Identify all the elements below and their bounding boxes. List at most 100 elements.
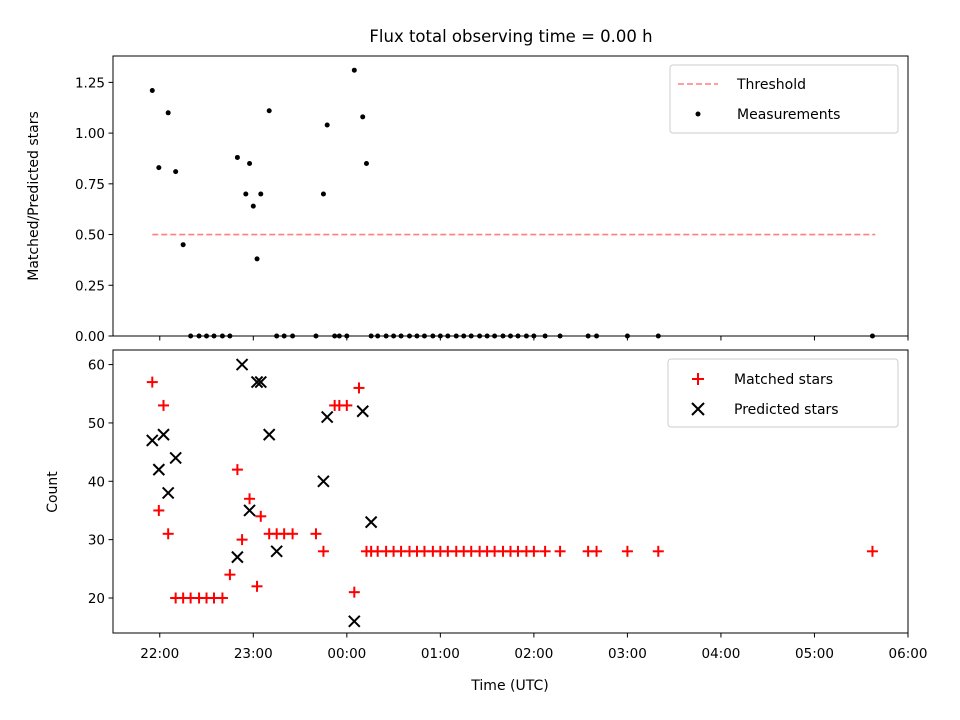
measurement-point-37 bbox=[421, 333, 427, 339]
measurement-point-50 bbox=[523, 333, 529, 339]
measurement-point-57 bbox=[655, 333, 661, 339]
count-x-tick-label-6: 04:00 bbox=[701, 646, 740, 662]
matched-point-12 bbox=[231, 464, 243, 476]
ratio-y-tick-label-4: 1.00 bbox=[75, 126, 105, 142]
count-y-tick-label-3: 50 bbox=[88, 416, 105, 432]
ratio-y-tick-label-3: 0.75 bbox=[75, 177, 105, 193]
measurement-point-16 bbox=[258, 191, 264, 197]
measurement-point-44 bbox=[477, 333, 483, 339]
measurement-point-46 bbox=[492, 333, 498, 339]
count-legend: Matched stars Predicted stars bbox=[667, 358, 899, 428]
count-x-ticks: 22:00 23:00 00:00 01:00 02:00 03:00 04:00 05:00… bbox=[140, 633, 927, 662]
measurement-point-28 bbox=[360, 114, 366, 120]
matched-point-55 bbox=[621, 545, 633, 557]
count-y-ticks: 20 30 40 50 60 bbox=[88, 358, 113, 607]
matched-point-15 bbox=[251, 580, 263, 592]
measurement-point-23 bbox=[324, 122, 330, 128]
count-x-tick-label-2: 00:00 bbox=[327, 646, 366, 662]
matched-point-25 bbox=[341, 399, 353, 411]
ratio-panel: Flux total observing time = 0.00 h 0.00 0… bbox=[26, 27, 909, 345]
chart-title: Flux total observing time = 0.00 h bbox=[369, 27, 652, 46]
measurement-point-4 bbox=[180, 242, 186, 248]
count-axes-frame bbox=[112, 349, 909, 634]
legend-measurements-marker bbox=[695, 111, 701, 117]
matched-point-57 bbox=[866, 545, 878, 557]
count-x-tick-label-7: 05:00 bbox=[795, 646, 834, 662]
measurement-point-54 bbox=[585, 333, 591, 339]
measurement-point-24 bbox=[332, 333, 338, 339]
ratio-y-tick-label-0: 0.00 bbox=[75, 329, 105, 345]
matched-point-16 bbox=[255, 510, 267, 522]
matched-point-56 bbox=[652, 545, 664, 557]
measurement-point-17 bbox=[266, 108, 272, 114]
measurement-point-12 bbox=[243, 191, 249, 197]
measurement-point-6 bbox=[196, 333, 202, 339]
measurement-point-55 bbox=[594, 333, 600, 339]
ratio-legend: Threshold Measurements bbox=[669, 64, 899, 134]
predicted-point-8 bbox=[250, 375, 264, 389]
matched-point-14 bbox=[244, 493, 256, 505]
count-x-tick-label-8: 06:00 bbox=[889, 646, 928, 662]
ratio-y-tick-label-1: 0.25 bbox=[75, 278, 105, 294]
matched-point-1 bbox=[153, 504, 165, 516]
measurement-point-18 bbox=[274, 333, 280, 339]
count-y-tick-label-4: 60 bbox=[88, 358, 105, 374]
count-legend-box bbox=[667, 358, 899, 428]
predicted-point-13 bbox=[320, 410, 334, 424]
ratio-y-axis-label: Matched/Predicted stars bbox=[26, 111, 42, 281]
predicted-point-11 bbox=[270, 545, 283, 558]
count-y-tick-label-0: 20 bbox=[88, 591, 105, 607]
predicted-point-12 bbox=[317, 475, 330, 488]
legend-matched-label: Matched stars bbox=[734, 372, 833, 388]
measurement-point-33 bbox=[391, 333, 397, 339]
legend-matched-marker bbox=[692, 373, 704, 385]
measurement-point-51 bbox=[531, 333, 537, 339]
measurement-point-47 bbox=[500, 333, 506, 339]
matched-point-3 bbox=[162, 528, 174, 540]
predicted-point-5 bbox=[231, 550, 244, 564]
count-panel: 22:00 23:00 00:00 01:00 02:00 03:00 04:00 05:00… bbox=[45, 349, 927, 694]
legend-measurements-label: Measurements bbox=[737, 107, 840, 123]
count-y-tick-label-2: 40 bbox=[88, 474, 105, 490]
measurement-point-35 bbox=[406, 333, 412, 339]
measurement-point-0 bbox=[149, 87, 155, 93]
matched-point-52 bbox=[554, 545, 566, 557]
predicted-point-1 bbox=[152, 463, 166, 476]
count-x-tick-label-4: 02:00 bbox=[514, 646, 553, 662]
matched-point-50 bbox=[528, 545, 540, 557]
ratio-legend-box bbox=[669, 64, 899, 134]
matched-point-22 bbox=[317, 545, 329, 557]
predicted-point-14 bbox=[348, 615, 361, 628]
ratio-y-tick-label-5: 1.25 bbox=[75, 75, 105, 91]
measurement-point-31 bbox=[375, 333, 381, 339]
predicted-point-15 bbox=[356, 405, 369, 418]
measurement-point-11 bbox=[234, 154, 240, 160]
measurement-point-53 bbox=[557, 333, 563, 339]
count-x-tick-label-1: 23:00 bbox=[234, 646, 273, 662]
matched-point-0 bbox=[146, 376, 158, 388]
measurement-point-1 bbox=[156, 165, 162, 171]
count-y-axis-label: Count bbox=[45, 471, 61, 513]
ratio-series bbox=[149, 67, 876, 339]
predicted-point-9 bbox=[254, 375, 267, 389]
matched-point-26 bbox=[348, 586, 360, 598]
legend-threshold-label: Threshold bbox=[736, 77, 806, 93]
count-x-tick-label-3: 01:00 bbox=[421, 646, 460, 662]
measurement-point-34 bbox=[398, 333, 404, 339]
measurement-point-22 bbox=[320, 191, 326, 197]
measurement-point-10 bbox=[227, 333, 233, 339]
legend-predicted-label: Predicted stars bbox=[734, 402, 839, 418]
measurement-point-14 bbox=[250, 203, 256, 209]
measurement-point-21 bbox=[313, 333, 319, 339]
measurement-point-7 bbox=[204, 333, 210, 339]
measurement-point-13 bbox=[247, 161, 253, 167]
predicted-point-6 bbox=[235, 358, 249, 371]
count-x-tick-label-0: 22:00 bbox=[140, 646, 179, 662]
ratio-y-tick-label-2: 0.50 bbox=[75, 228, 105, 244]
measurement-point-41 bbox=[453, 333, 459, 339]
measurement-point-20 bbox=[290, 333, 296, 339]
predicted-point-10 bbox=[262, 428, 276, 441]
matched-point-11 bbox=[224, 569, 236, 581]
matched-point-21 bbox=[310, 528, 322, 540]
measurement-point-52 bbox=[542, 333, 548, 339]
